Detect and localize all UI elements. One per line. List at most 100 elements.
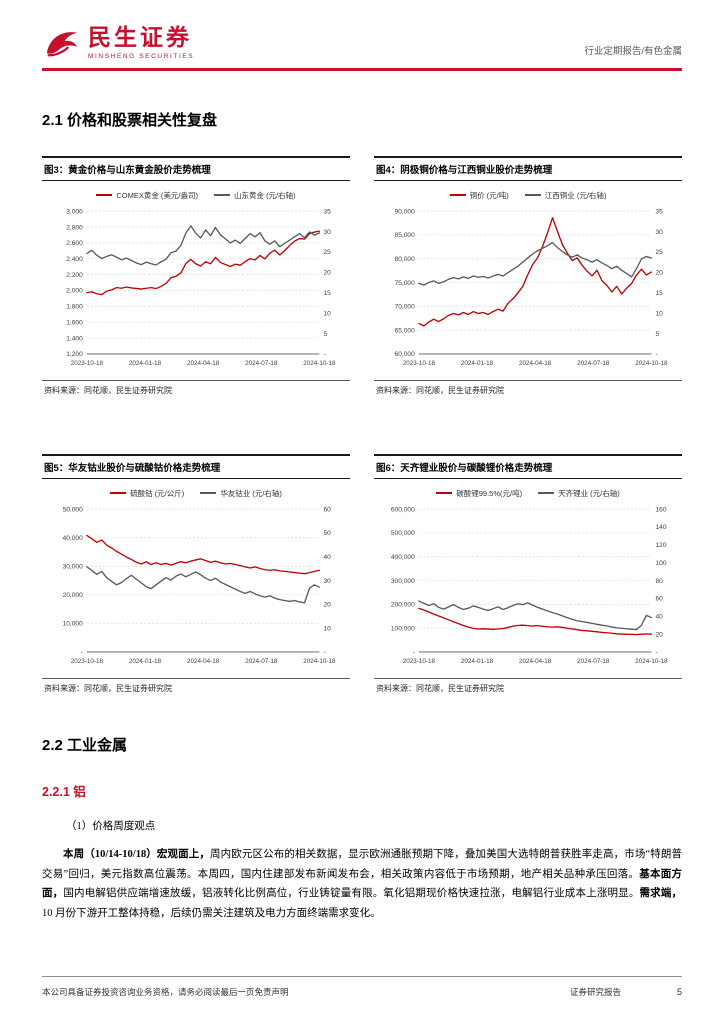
- footer-divider: [42, 976, 682, 977]
- svg-text:10: 10: [323, 310, 331, 317]
- legend-line-swatch: [449, 194, 466, 196]
- svg-text:100,000: 100,000: [391, 625, 415, 632]
- svg-text:60,000: 60,000: [395, 351, 416, 358]
- report-type-label: 行业定期报告/有色金属: [584, 46, 682, 57]
- figure-5-title: 图5：华友钴业股价与硫酸钴价格走势梳理: [42, 453, 350, 479]
- svg-text:2024-10-18: 2024-10-18: [303, 360, 336, 367]
- footer-disclaimer: 本公司具备证券投资咨询业务资格，请务必阅读最后一页免责声明: [42, 987, 289, 997]
- legend-line-swatch: [200, 492, 217, 495]
- legend-item: 硫酸钴 (元/公斤): [110, 488, 184, 499]
- svg-text:2,200: 2,200: [66, 271, 83, 278]
- svg-text:2023-10-18: 2023-10-18: [71, 658, 104, 665]
- svg-text:20: 20: [323, 269, 331, 276]
- svg-text:2023-10-18: 2023-10-18: [403, 658, 436, 665]
- svg-text:-: -: [323, 649, 325, 656]
- report-footer: 本公司具备证券投资咨询业务资格，请务必阅读最后一页免责声明 证券研究报告 5: [0, 976, 724, 1024]
- legend-label: 碳酸锂99.5%(元/吨): [456, 488, 523, 498]
- svg-text:2,600: 2,600: [66, 240, 83, 247]
- svg-text:-: -: [655, 649, 657, 656]
- figure-6-title: 图6：天齐锂业股价与碳酸锂价格走势梳理: [374, 453, 682, 479]
- svg-text:2,000: 2,000: [66, 287, 83, 294]
- svg-text:2023-10-18: 2023-10-18: [71, 360, 104, 367]
- svg-text:20: 20: [655, 631, 663, 638]
- legend-item: COMEX黄金 (美元/盎司): [96, 190, 198, 201]
- svg-text:20,000: 20,000: [63, 592, 84, 599]
- figure-6-legend: 碳酸锂99.5%(元/吨) 天齐锂业 (元/右轴): [374, 479, 682, 501]
- svg-text:160: 160: [655, 506, 666, 513]
- svg-text:400,000: 400,000: [391, 554, 415, 561]
- brand-name-cn: 民生证券: [88, 25, 192, 51]
- weekly-point-heading: （1）价格周度观点: [66, 821, 156, 833]
- section-2-1-title: 2.1 价格和股票相关性复盘: [42, 111, 218, 129]
- svg-text:2024-01-18: 2024-01-18: [129, 658, 162, 665]
- section-2-2-1-title: 2.2.1 铝: [42, 785, 86, 800]
- svg-text:25: 25: [323, 249, 331, 256]
- figure-6-source: 资料来源：同花顺，民生证券研究院: [374, 678, 682, 696]
- footer-report-type: 证券研究报告: [569, 987, 621, 997]
- legend-item: 铜价 (元/吨): [449, 190, 509, 201]
- figure-3-source: 资料来源：同花顺，民生证券研究院: [42, 379, 350, 398]
- legend-label: 天齐锂业 (元/右轴): [558, 488, 620, 498]
- svg-text:2,800: 2,800: [66, 224, 83, 231]
- svg-text:-: -: [323, 351, 325, 358]
- page-number: 5: [676, 987, 682, 997]
- svg-text:2024-04-18: 2024-04-18: [519, 658, 552, 665]
- figure-3-legend: COMEX黄金 (美元/盎司) 山东黄金 (元/右轴): [42, 181, 350, 203]
- svg-text:2024-07-18: 2024-07-18: [245, 658, 278, 665]
- svg-text:50,000: 50,000: [63, 506, 84, 513]
- svg-text:1,400: 1,400: [66, 335, 83, 342]
- svg-text:2024-07-18: 2024-07-18: [577, 360, 610, 367]
- charts-grid: 图3：黄金价格与山东黄金股价走势梳理 COMEX黄金 (美元/盎司) 山东黄金 …: [42, 155, 682, 697]
- figure-5-plot: 50,000 40,000 30,000 20,000 10,000 - 60 50 40 30 2…: [63, 506, 336, 665]
- figure-4-plot: 90,000 85,000 80,000 75,000 70,000 65,000 60,0…: [395, 208, 668, 367]
- svg-text:60: 60: [655, 596, 663, 603]
- svg-text:65,000: 65,000: [395, 327, 416, 334]
- svg-text:30: 30: [655, 228, 663, 235]
- figure-5: 图5：华友钴业股价与硫酸钴价格走势梳理 硫酸钴 (元/公斤) 华友钴业 (元/右…: [42, 453, 350, 696]
- figure-4-legend: 铜价 (元/吨) 江西铜业 (元/右轴): [374, 181, 682, 203]
- svg-text:40: 40: [323, 554, 331, 561]
- svg-text:2024-01-18: 2024-01-18: [461, 360, 494, 367]
- legend-item: 山东黄金 (元/右轴): [214, 190, 296, 201]
- svg-text:2024-07-18: 2024-07-18: [245, 360, 278, 367]
- svg-text:-: -: [81, 649, 83, 656]
- svg-text:2024-10-18: 2024-10-18: [303, 658, 336, 665]
- svg-text:1,600: 1,600: [66, 319, 83, 326]
- svg-text:15: 15: [655, 289, 663, 296]
- legend-item: 江西铜业 (元/右轴): [524, 190, 606, 201]
- figure-3-plot: 3,000 2,800 2,600 2,400 2,200 2,000 1,800 1,600…: [66, 208, 336, 367]
- svg-text:140: 140: [655, 524, 666, 531]
- legend-item: 华友钴业 (元/右轴): [200, 488, 282, 499]
- svg-text:2024-01-18: 2024-01-18: [129, 360, 162, 367]
- svg-text:50: 50: [323, 530, 331, 537]
- svg-text:30: 30: [323, 228, 331, 235]
- svg-text:15: 15: [323, 289, 331, 296]
- svg-text:-: -: [413, 649, 415, 656]
- svg-text:90,000: 90,000: [395, 208, 416, 215]
- legend-item: 碳酸锂99.5%(元/吨): [436, 488, 522, 499]
- legend-item: 天齐锂业 (元/右轴): [538, 488, 620, 499]
- svg-text:300,000: 300,000: [391, 578, 415, 585]
- svg-text:-: -: [655, 351, 657, 358]
- figure-3: 图3：黄金价格与山东黄金股价走势梳理 COMEX黄金 (美元/盎司) 山东黄金 …: [42, 155, 350, 398]
- svg-text:20: 20: [323, 601, 331, 608]
- brand: 民生证券 MINSHENG SECURITIES: [42, 26, 194, 60]
- svg-text:25: 25: [655, 249, 663, 256]
- brand-text: 民生证券 MINSHENG SECURITIES: [88, 25, 195, 60]
- svg-text:2024-04-18: 2024-04-18: [519, 360, 552, 367]
- figure-6: 图6：天齐锂业股价与碳酸锂价格走势梳理 碳酸锂99.5%(元/吨) 天齐锂业 (…: [374, 453, 682, 696]
- legend-line-swatch: [538, 492, 555, 495]
- svg-text:5: 5: [655, 330, 659, 337]
- legend-line-swatch: [436, 492, 453, 495]
- svg-text:200,000: 200,000: [391, 601, 415, 608]
- svg-text:35: 35: [323, 208, 331, 215]
- legend-label: 铜价 (元/吨): [469, 190, 509, 200]
- svg-text:10: 10: [655, 310, 663, 317]
- svg-text:20: 20: [655, 269, 663, 276]
- figure-4-title: 图4：阴极铜价格与江西铜业股价走势梳理: [374, 155, 682, 181]
- legend-line-swatch: [110, 492, 127, 495]
- svg-text:2024-04-18: 2024-04-18: [187, 658, 220, 665]
- brand-name-en: MINSHENG SECURITIES: [88, 52, 195, 60]
- figure-5-legend: 硫酸钴 (元/公斤) 华友钴业 (元/右轴): [42, 479, 350, 501]
